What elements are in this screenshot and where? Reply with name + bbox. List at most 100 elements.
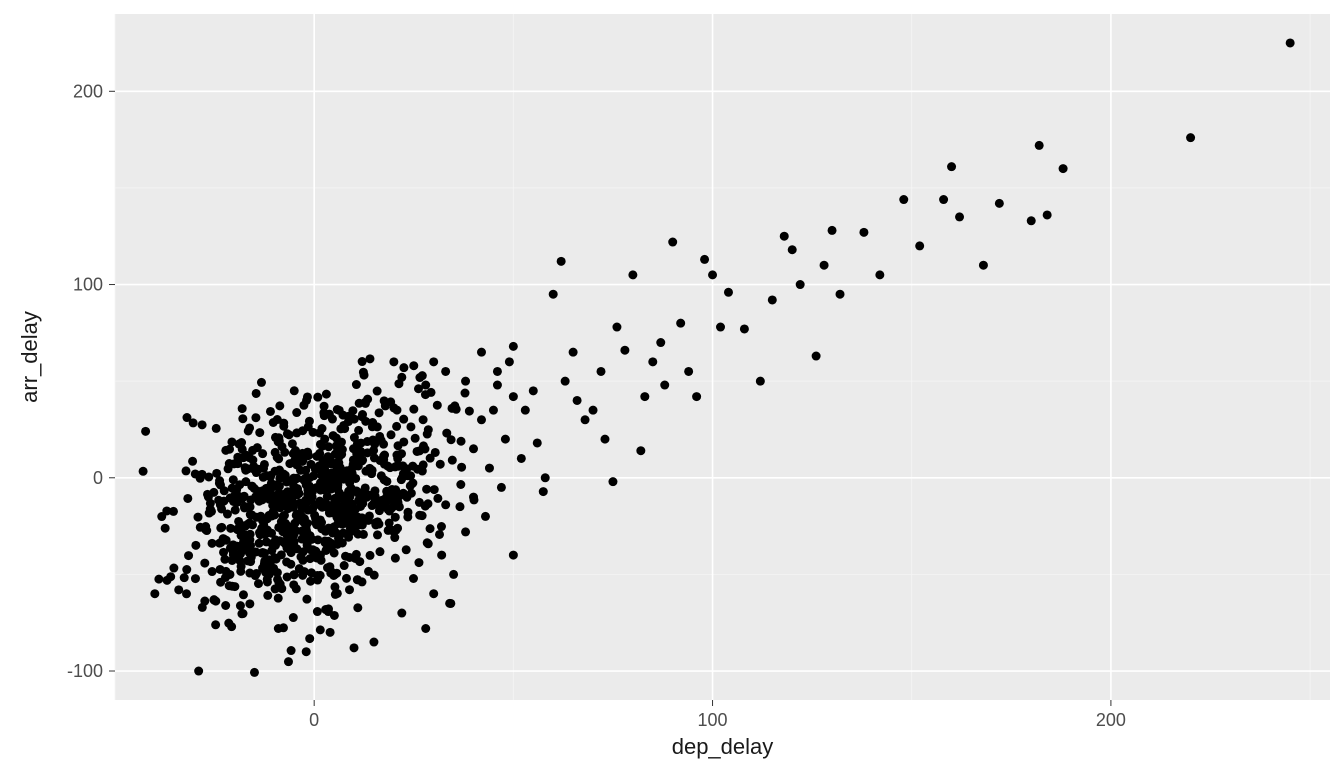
data-point bbox=[489, 406, 498, 415]
data-point bbox=[668, 238, 677, 247]
data-point bbox=[210, 595, 219, 604]
data-point bbox=[235, 480, 244, 489]
data-point bbox=[391, 554, 400, 563]
data-point bbox=[359, 530, 368, 539]
data-point bbox=[274, 594, 283, 603]
data-point bbox=[509, 342, 518, 351]
data-point bbox=[441, 500, 450, 509]
data-point bbox=[389, 357, 398, 366]
data-point bbox=[265, 495, 274, 504]
data-point bbox=[278, 497, 287, 506]
data-point bbox=[306, 460, 315, 469]
data-point bbox=[301, 519, 310, 528]
data-point bbox=[541, 473, 550, 482]
data-point bbox=[191, 541, 200, 550]
data-point bbox=[305, 473, 314, 482]
data-point bbox=[640, 392, 649, 401]
data-point bbox=[283, 572, 292, 581]
data-point bbox=[421, 502, 430, 511]
data-point bbox=[253, 443, 262, 452]
data-point bbox=[180, 573, 189, 582]
data-point bbox=[497, 483, 506, 492]
data-point bbox=[274, 624, 283, 633]
x-tick-label: 0 bbox=[309, 710, 319, 730]
data-point bbox=[239, 590, 248, 599]
data-point bbox=[397, 373, 406, 382]
data-point bbox=[245, 548, 254, 557]
data-point bbox=[828, 226, 837, 235]
data-point bbox=[448, 456, 457, 465]
data-point bbox=[600, 435, 609, 444]
data-point bbox=[455, 502, 464, 511]
data-point bbox=[266, 407, 275, 416]
data-point bbox=[225, 445, 234, 454]
data-point bbox=[859, 228, 868, 237]
data-point bbox=[620, 346, 629, 355]
data-point bbox=[549, 290, 558, 299]
data-point bbox=[379, 452, 388, 461]
data-point bbox=[200, 559, 209, 568]
data-point bbox=[780, 232, 789, 241]
data-point bbox=[955, 212, 964, 221]
data-point bbox=[392, 526, 401, 535]
data-point bbox=[298, 426, 307, 435]
data-point bbox=[339, 411, 348, 420]
data-point bbox=[347, 484, 356, 493]
data-point bbox=[382, 477, 391, 486]
data-point bbox=[433, 401, 442, 410]
data-point bbox=[251, 571, 260, 580]
data-point bbox=[939, 195, 948, 204]
data-point bbox=[343, 474, 352, 483]
data-point bbox=[465, 407, 474, 416]
data-point bbox=[251, 413, 260, 422]
y-tick-label: -100 bbox=[67, 661, 103, 681]
data-point bbox=[303, 392, 312, 401]
data-point bbox=[724, 288, 733, 297]
data-point bbox=[369, 638, 378, 647]
data-point bbox=[198, 420, 207, 429]
data-point bbox=[509, 392, 518, 401]
data-point bbox=[289, 531, 298, 540]
scatter-chart: 0100200-1000100200dep_delayarr_delay bbox=[0, 0, 1344, 768]
data-point bbox=[692, 392, 701, 401]
data-point bbox=[236, 601, 245, 610]
data-point bbox=[311, 518, 320, 527]
data-point bbox=[442, 429, 451, 438]
data-point bbox=[820, 261, 829, 270]
data-point bbox=[273, 575, 282, 584]
data-point bbox=[979, 261, 988, 270]
data-point bbox=[481, 512, 490, 521]
data-point bbox=[501, 435, 510, 444]
data-point bbox=[326, 628, 335, 637]
y-tick-label: 100 bbox=[73, 275, 103, 295]
data-point bbox=[292, 408, 301, 417]
data-point bbox=[332, 473, 341, 482]
data-point bbox=[279, 419, 288, 428]
data-point bbox=[330, 548, 339, 557]
data-point bbox=[204, 472, 213, 481]
data-point bbox=[270, 504, 279, 513]
data-point bbox=[360, 371, 369, 380]
data-point bbox=[219, 548, 228, 557]
data-point bbox=[418, 511, 427, 520]
data-point bbox=[648, 357, 657, 366]
data-point bbox=[393, 498, 402, 507]
data-point bbox=[399, 363, 408, 372]
data-point bbox=[768, 295, 777, 304]
data-point bbox=[275, 401, 284, 410]
data-point bbox=[161, 524, 170, 533]
data-point bbox=[426, 454, 435, 463]
data-point bbox=[324, 442, 333, 451]
data-point bbox=[373, 387, 382, 396]
data-point bbox=[360, 398, 369, 407]
data-point bbox=[288, 439, 297, 448]
data-point bbox=[342, 493, 351, 502]
data-point bbox=[457, 463, 466, 472]
data-point bbox=[319, 408, 328, 417]
data-point bbox=[194, 667, 203, 676]
data-point bbox=[169, 564, 178, 573]
data-point bbox=[740, 324, 749, 333]
data-point bbox=[302, 498, 311, 507]
data-point bbox=[1286, 38, 1295, 47]
data-point bbox=[684, 367, 693, 376]
